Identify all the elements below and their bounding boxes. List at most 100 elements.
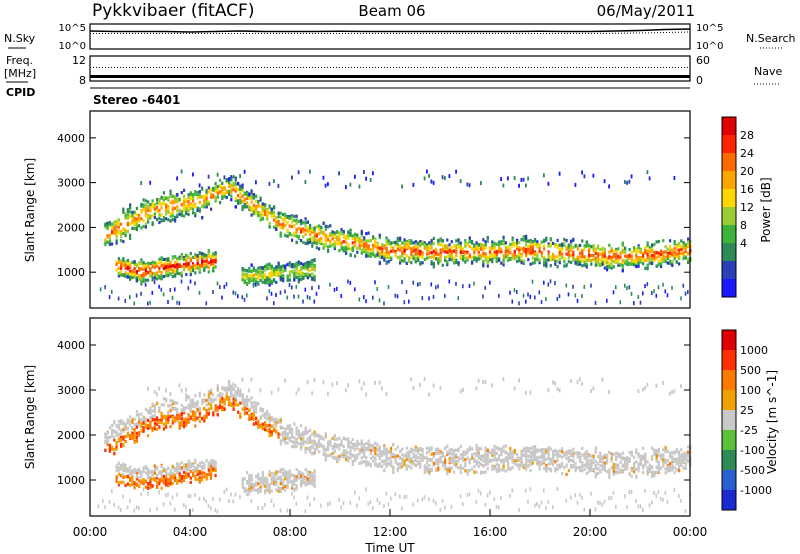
- heatmap-cell: [549, 279, 552, 284]
- heatmap-cell: [561, 242, 564, 246]
- heatmap-cell: [549, 255, 552, 259]
- heatmap-cell: [304, 224, 307, 228]
- heatmap-cell: [187, 203, 190, 207]
- heatmap-cell: [142, 219, 145, 223]
- heatmap-cell: [192, 411, 195, 415]
- heatmap-cell: [561, 256, 564, 260]
- heatmap-cell: [666, 256, 669, 260]
- heatmap-cell: [203, 201, 206, 205]
- heatmap-cell: [113, 231, 116, 236]
- heatmap-cell: [277, 211, 280, 215]
- heatmap-cell: [180, 210, 183, 214]
- heatmap-cell: [403, 241, 406, 245]
- heatmap-cell: [232, 387, 235, 391]
- heatmap-cell: [423, 176, 426, 181]
- heatmap-cell: [417, 241, 420, 245]
- heatmap-cell: [563, 260, 566, 264]
- heatmap-cell: [621, 244, 624, 248]
- heatmap-cell: [268, 225, 271, 229]
- heatmap-cell: [180, 423, 183, 427]
- heatmap-cell: [358, 461, 361, 465]
- heatmap-cell: [259, 415, 262, 419]
- heatmap-cell: [129, 478, 132, 482]
- heatmap-cell: [129, 419, 132, 423]
- heatmap-cell: [356, 246, 359, 250]
- heatmap-cell: [511, 256, 514, 260]
- heatmap-cell: [529, 241, 532, 245]
- heatmap-cell: [149, 479, 152, 483]
- heatmap-cell: [277, 387, 280, 392]
- heatmap-cell: [158, 213, 161, 217]
- heatmap-cell: [549, 258, 552, 262]
- heatmap-cell: [210, 193, 213, 197]
- heatmap-cell: [338, 234, 341, 238]
- heatmap-cell: [381, 249, 384, 253]
- heatmap-cell: [563, 237, 566, 241]
- heatmap-cell: [390, 256, 393, 260]
- heatmap-cell: [293, 214, 296, 218]
- heatmap-cell: [300, 444, 303, 448]
- heatmap-cell: [189, 469, 192, 473]
- heatmap-cell: [365, 252, 368, 256]
- heatmap-cell: [282, 483, 285, 487]
- heatmap-cell: [592, 246, 595, 250]
- heatmap-cell: [210, 187, 213, 191]
- heatmap-cell: [156, 422, 159, 426]
- heatmap-cell: [567, 246, 570, 250]
- heatmap-cell: [201, 398, 204, 402]
- heatmap-cell: [122, 427, 125, 431]
- heatmap-cell: [543, 238, 546, 242]
- heatmap-cell: [228, 192, 231, 196]
- heatmap-cell: [549, 242, 552, 246]
- heatmap-cell: [246, 489, 249, 493]
- heatmap-cell: [297, 235, 300, 239]
- colorbar-swatch: [722, 261, 736, 280]
- heatmap-cell: [203, 252, 206, 257]
- heatmap-cell: [196, 254, 199, 258]
- heatmap-cell: [266, 487, 269, 491]
- heatmap-cell: [174, 273, 177, 277]
- heatmap-cell: [594, 251, 597, 255]
- heatmap-cell: [327, 245, 330, 249]
- heatmap-cell: [313, 274, 316, 278]
- heatmap-cell: [574, 244, 577, 248]
- heatmap-cell: [671, 285, 673, 290]
- heatmap-cell: [261, 206, 264, 210]
- heatmap-cell: [369, 254, 372, 258]
- heatmap-cell: [396, 294, 399, 299]
- heatmap-cell: [687, 251, 690, 255]
- heatmap-cell: [212, 269, 215, 273]
- heatmap-cell: [608, 261, 611, 265]
- heatmap-cell: [111, 230, 114, 234]
- heatmap-cell: [502, 238, 505, 243]
- heatmap-cell: [360, 442, 363, 446]
- heatmap-cell: [194, 404, 197, 408]
- heatmap-cell: [174, 466, 177, 470]
- heatmap-cell: [552, 241, 555, 245]
- heatmap-cell: [338, 454, 341, 459]
- heatmap-cell: [628, 248, 631, 252]
- heatmap-cell: [297, 219, 300, 224]
- heatmap-cell: [531, 239, 534, 244]
- heatmap-cell: [257, 270, 260, 274]
- heatmap-cell: [201, 401, 204, 405]
- heatmap-cell: [372, 235, 375, 239]
- heatmap-cell: [140, 261, 143, 266]
- heatmap-cell: [318, 228, 321, 232]
- heatmap-cell: [192, 199, 195, 203]
- heatmap-cell: [174, 401, 177, 405]
- heatmap-cell: [192, 207, 195, 211]
- heatmap-cell: [653, 254, 656, 258]
- heatmap-cell: [205, 477, 208, 481]
- heatmap-cell: [356, 236, 359, 240]
- heatmap-cell: [417, 254, 420, 258]
- heatmap-cell: [264, 264, 267, 268]
- heatmap-cell: [149, 206, 152, 210]
- heatmap-cell: [113, 421, 116, 425]
- heatmap-cell: [232, 397, 235, 401]
- heatmap-cell: [295, 432, 298, 436]
- heatmap-cell: [547, 282, 550, 287]
- heatmap-cell: [261, 275, 264, 279]
- radar-title: Pykkvibaer (fitACF): [92, 1, 254, 21]
- heatmap-cell: [212, 252, 215, 256]
